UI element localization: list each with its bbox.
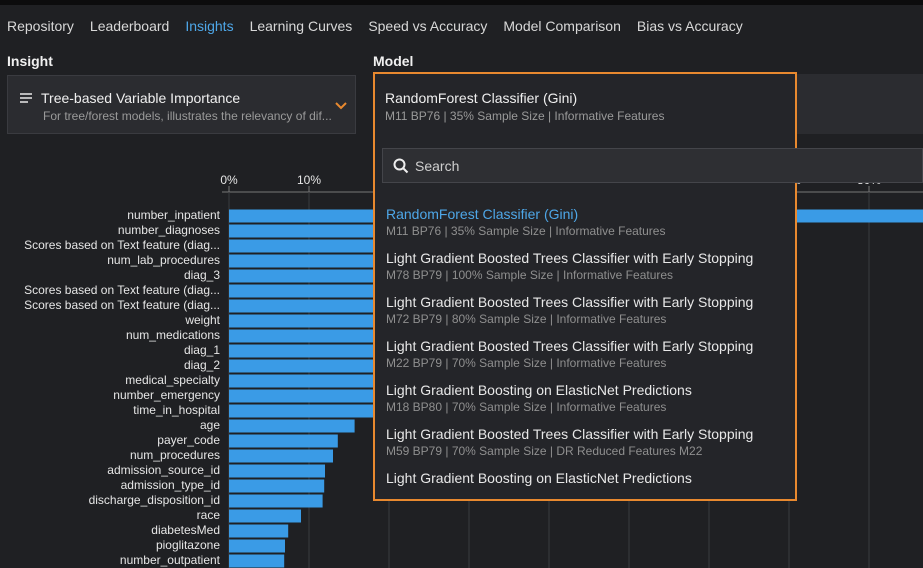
tab[interactable]: Speed vs Accuracy bbox=[368, 18, 488, 34]
option-name: Light Gradient Boosted Trees Classifier … bbox=[386, 338, 754, 354]
search-icon bbox=[393, 158, 409, 174]
tab-bar: Repository Leaderboard Insights Learning Cu… bbox=[7, 18, 743, 34]
y-tick-label: number_inpatient bbox=[127, 208, 220, 222]
panel bbox=[797, 74, 923, 134]
model-option[interactable]: Light Gradient Boosted Trees Classifier … bbox=[386, 250, 753, 282]
y-tick-label: age bbox=[200, 418, 220, 432]
y-tick-label: Scores based on Text feature (diag... bbox=[24, 283, 220, 297]
model-option[interactable]: Light Gradient Boosted Trees Classifier … bbox=[386, 426, 753, 458]
y-tick-label: number_emergency bbox=[113, 388, 220, 402]
option-meta: M78 BP79 | 100% Sample Size | Informativ… bbox=[386, 268, 674, 282]
y-tick-label: num_medications bbox=[126, 328, 220, 342]
model-option[interactable]: Light Gradient Boosted Trees Classifier … bbox=[386, 294, 753, 326]
bar bbox=[229, 374, 389, 388]
y-tick-label: admission_type_id bbox=[121, 478, 220, 492]
bar bbox=[229, 389, 381, 403]
option-name: RandomForest Classifier (Gini) bbox=[386, 206, 579, 222]
y-tick-label: pioglitazone bbox=[156, 538, 220, 552]
x-tick-label: 10% bbox=[297, 173, 321, 187]
option-meta: M22 BP79 | 70% Sample Size | Informative… bbox=[386, 356, 667, 370]
selected-model: RandomForest Classifier (Gini) bbox=[385, 90, 578, 106]
model-dropdown[interactable]: RandomForest Classifier (Gini) M11 BP76 … bbox=[373, 72, 797, 501]
y-tick-label: number_diagnoses bbox=[118, 223, 220, 237]
tab[interactable]: Repository bbox=[7, 18, 74, 34]
model-label: Model bbox=[373, 53, 414, 69]
y-tick-label: number_outpatient bbox=[120, 553, 221, 567]
y-tick-label: medical_specialty bbox=[125, 373, 220, 387]
y-tick-label: diag_1 bbox=[184, 343, 220, 357]
option-name: Light Gradient Boosted Trees Classifier … bbox=[386, 426, 754, 442]
bar bbox=[229, 434, 338, 448]
y-tick-label: diag_2 bbox=[184, 358, 220, 372]
y-tick-label: diabetesMed bbox=[151, 523, 220, 537]
option-name: Light Gradient Boosted Trees Classifier … bbox=[386, 250, 754, 266]
y-tick-label: num_lab_procedures bbox=[107, 253, 220, 267]
y-tick-label: admission_source_id bbox=[107, 463, 220, 477]
insight-description: For tree/forest models, illustrates the … bbox=[43, 109, 332, 123]
selected-model-meta: M11 BP76 | 35% Sample Size | Informative… bbox=[385, 109, 665, 123]
tab[interactable]: Bias vs Accuracy bbox=[636, 18, 743, 34]
bar bbox=[229, 524, 289, 538]
bar bbox=[229, 464, 325, 478]
option-name: Light Gradient Boosted Trees Classifier … bbox=[386, 294, 754, 310]
y-tick-label: diag_3 bbox=[184, 268, 220, 282]
insight-dropdown[interactable]: Tree-based Variable Importance For tree/… bbox=[7, 75, 356, 134]
option-meta: M59 BP79 | 70% Sample Size | DR Reduced … bbox=[386, 444, 703, 458]
option-meta: M72 BP79 | 80% Sample Size | Informative… bbox=[386, 312, 667, 326]
model-option[interactable]: Light Gradient Boosting on ElasticNet Pr… bbox=[386, 382, 692, 414]
y-tick-label: num_procedures bbox=[130, 448, 220, 462]
top-bar bbox=[0, 0, 923, 5]
option-meta: M18 BP80 | 70% Sample Size | Informative… bbox=[386, 400, 667, 414]
y-tick-label: weight bbox=[184, 313, 220, 327]
y-tick-label: Scores based on Text feature (diag... bbox=[24, 238, 220, 252]
y-tick-label: payer_code bbox=[157, 433, 220, 447]
model-option[interactable]: Light Gradient Boosted Trees Classifier … bbox=[386, 338, 753, 370]
model-option[interactable]: RandomForest Classifier (Gini) M11 BP76 |… bbox=[386, 206, 665, 238]
option-meta: M11 BP76 | 35% Sample Size | Informative… bbox=[386, 224, 666, 238]
bar bbox=[229, 419, 355, 433]
bar bbox=[229, 404, 373, 418]
tab[interactable]: Leaderboard bbox=[89, 18, 170, 34]
insight-label: Insight bbox=[7, 53, 53, 69]
bar bbox=[229, 494, 323, 508]
insight-title: Tree-based Variable Importance bbox=[41, 90, 241, 106]
tab[interactable]: Model Comparison bbox=[503, 18, 621, 34]
list-icon bbox=[20, 93, 32, 103]
option-name: Light Gradient Boosting on ElasticNet Pr… bbox=[386, 382, 692, 398]
tab[interactable]: Insights bbox=[185, 18, 234, 34]
chevron bbox=[335, 102, 347, 110]
y-tick-label: discharge_disposition_id bbox=[89, 493, 220, 507]
search-placeholder: Search bbox=[415, 158, 460, 174]
y-tick-label: race bbox=[197, 508, 221, 522]
bar bbox=[229, 509, 301, 523]
bar bbox=[229, 359, 405, 373]
tab[interactable]: Learning Curves bbox=[249, 18, 353, 34]
model-option[interactable]: Light Gradient Boosting on ElasticNet Pr… bbox=[386, 470, 692, 486]
y-tick-label: Scores based on Text feature (diag... bbox=[24, 298, 220, 312]
y-tick-label: time_in_hospital bbox=[133, 403, 220, 417]
search-box[interactable]: Search bbox=[382, 148, 923, 183]
bar bbox=[229, 554, 285, 568]
x-tick-label: 0% bbox=[220, 173, 238, 187]
bar bbox=[229, 449, 333, 463]
bar bbox=[229, 539, 285, 553]
option-name: Light Gradient Boosting on ElasticNet Pr… bbox=[386, 470, 692, 486]
bar bbox=[229, 479, 325, 493]
